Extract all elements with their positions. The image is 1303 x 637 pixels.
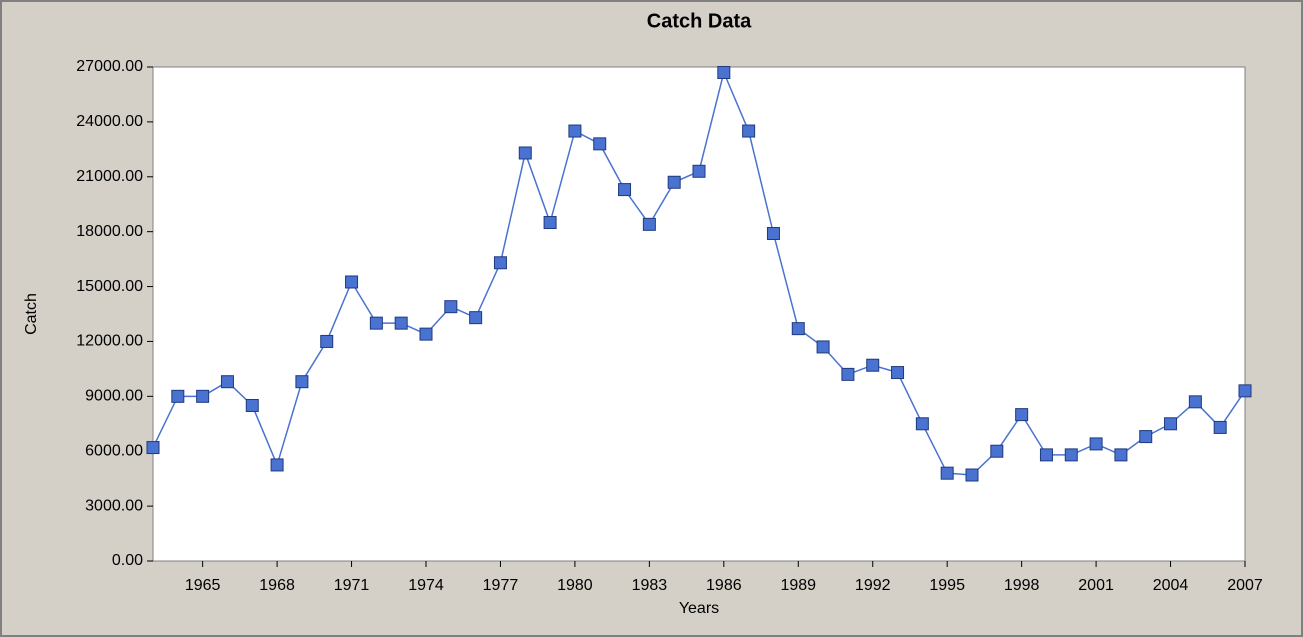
data-point <box>692 164 706 178</box>
y-tick-label: 0.00 <box>112 552 143 569</box>
data-point <box>1164 417 1178 431</box>
data-point <box>791 322 805 336</box>
data-point <box>1188 395 1202 409</box>
y-tick-label: 27000.00 <box>76 58 143 75</box>
x-tick-label: 1983 <box>632 577 668 594</box>
data-point <box>146 441 160 455</box>
x-tick-label: 1986 <box>706 577 742 594</box>
y-tick-label: 3000.00 <box>85 497 143 514</box>
data-point <box>518 146 532 160</box>
x-tick-label: 1980 <box>557 577 593 594</box>
data-point <box>220 375 234 389</box>
data-point <box>270 458 284 472</box>
data-point <box>593 137 607 151</box>
x-tick-label: 1971 <box>334 577 370 594</box>
x-tick-label: 2004 <box>1153 577 1189 594</box>
data-point <box>766 226 780 240</box>
data-point <box>543 216 557 230</box>
chart-title: Catch Data <box>647 10 752 32</box>
data-point <box>469 311 483 325</box>
data-point <box>1114 448 1128 462</box>
x-tick-label: 1968 <box>259 577 295 594</box>
x-tick-label: 2001 <box>1078 577 1114 594</box>
x-tick-label: 1998 <box>1004 577 1040 594</box>
data-point <box>940 466 954 480</box>
x-tick-label: 1974 <box>408 577 444 594</box>
data-point <box>568 124 582 138</box>
data-point <box>891 366 905 380</box>
x-tick-label: 1965 <box>185 577 221 594</box>
x-axis-label: Years <box>679 600 719 617</box>
data-point <box>369 316 383 330</box>
x-tick-label: 1995 <box>929 577 965 594</box>
data-point <box>990 444 1004 458</box>
data-point <box>394 316 408 330</box>
data-point <box>816 340 830 354</box>
data-point <box>1015 408 1029 422</box>
data-point <box>419 327 433 341</box>
data-point <box>965 468 979 482</box>
data-point <box>866 358 880 372</box>
data-point <box>1064 448 1078 462</box>
data-point <box>295 375 309 389</box>
y-tick-label: 18000.00 <box>76 223 143 240</box>
y-tick-label: 9000.00 <box>85 388 143 405</box>
x-tick-label: 1989 <box>780 577 816 594</box>
data-point <box>196 389 210 403</box>
data-point <box>717 65 731 79</box>
data-point <box>742 124 756 138</box>
data-point <box>841 367 855 381</box>
y-tick-label: 21000.00 <box>76 168 143 185</box>
data-point <box>493 256 507 270</box>
data-point <box>642 217 656 231</box>
data-point <box>444 300 458 314</box>
data-point <box>245 398 259 412</box>
y-tick-label: 15000.00 <box>76 278 143 295</box>
y-axis-label: Catch <box>23 293 40 335</box>
data-point <box>618 183 632 197</box>
plot-area <box>152 66 1246 562</box>
data-point <box>1238 384 1252 398</box>
data-point <box>171 389 185 403</box>
data-point <box>1139 430 1153 444</box>
x-tick-label: 2007 <box>1227 577 1263 594</box>
data-point <box>667 175 681 189</box>
y-tick-label: 6000.00 <box>85 442 143 459</box>
x-tick-label: 1977 <box>483 577 519 594</box>
data-point <box>915 417 929 431</box>
data-point <box>1089 437 1103 451</box>
data-point <box>345 275 359 289</box>
y-tick-label: 12000.00 <box>76 333 143 350</box>
y-tick-label: 24000.00 <box>76 113 143 130</box>
data-point <box>1039 448 1053 462</box>
x-tick-label: 1992 <box>855 577 891 594</box>
data-point <box>1213 420 1227 434</box>
data-point <box>320 334 334 348</box>
